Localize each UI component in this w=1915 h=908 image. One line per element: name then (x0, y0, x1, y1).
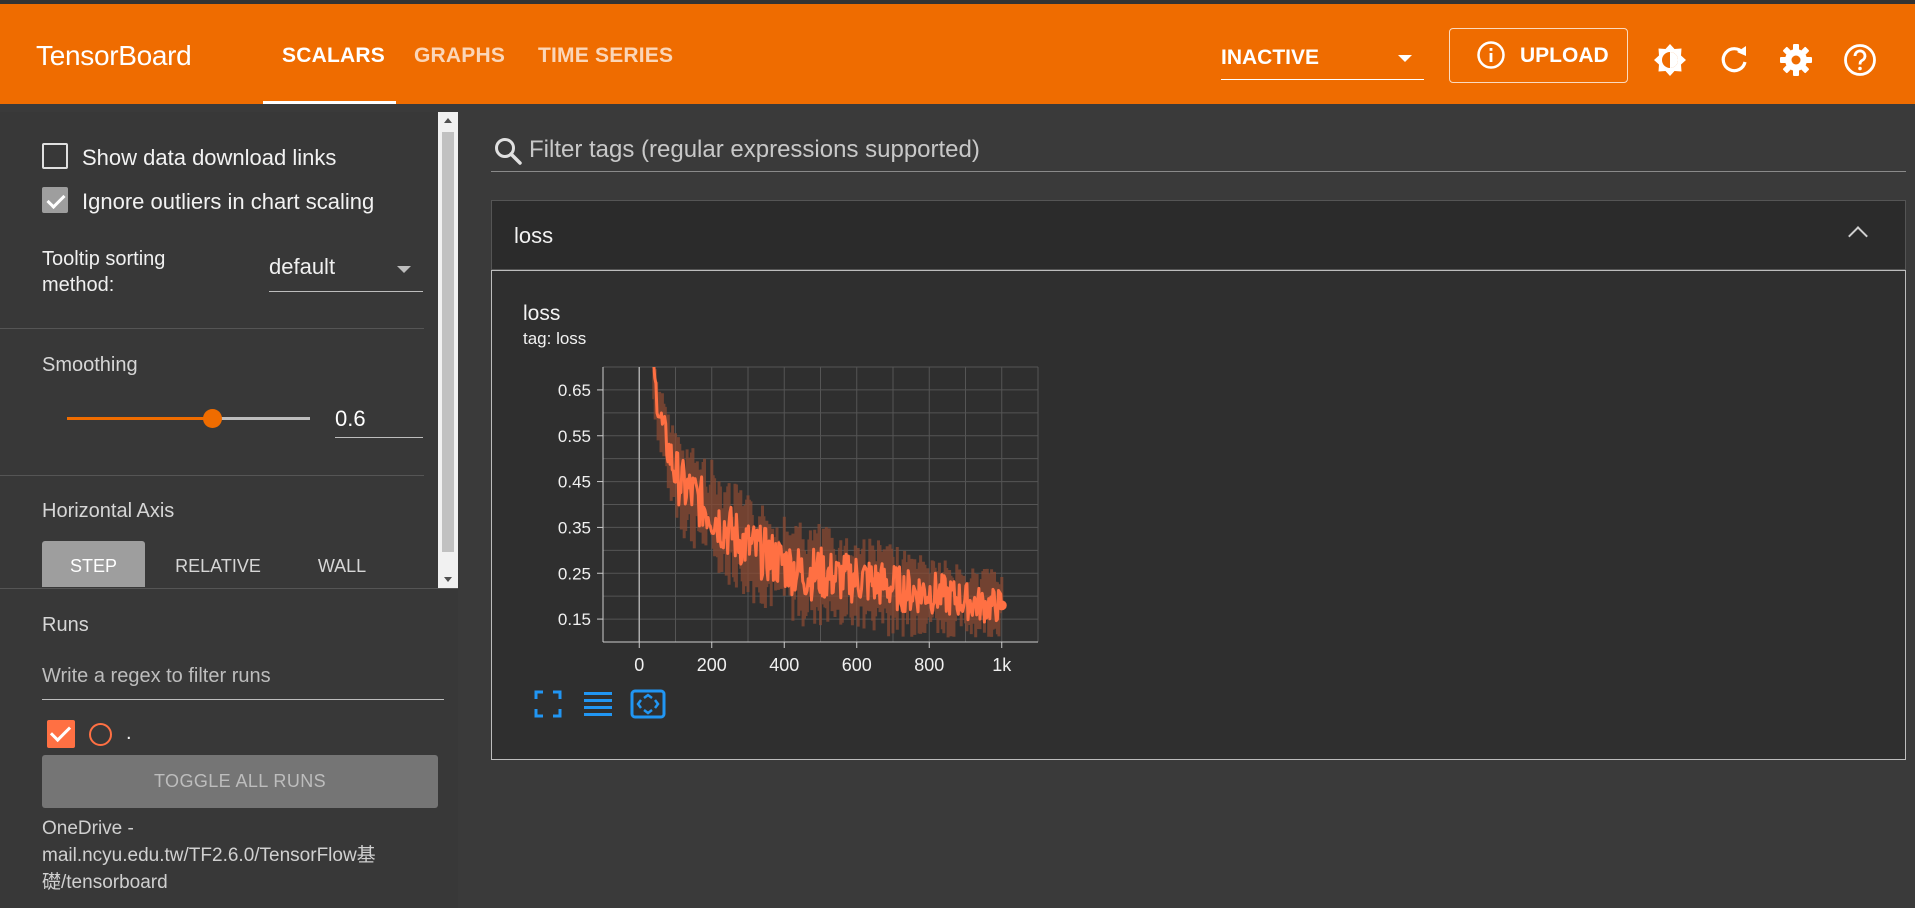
smoothing-title: Smoothing (42, 354, 138, 376)
x-tick-label: 0 (634, 655, 644, 675)
x-tick-label: 1k (992, 655, 1012, 675)
log-directory-path: OneDrive - mail.ncyu.edu.tw/TF2.6.0/Tens… (42, 818, 376, 893)
scrollbar-thumb[interactable] (442, 132, 454, 552)
top-app-bar: TensorBoard SCALARS GRAPHS TIME SERIES I… (0, 0, 1915, 104)
divider (0, 328, 424, 329)
x-tick-label: 800 (914, 655, 944, 675)
divider (0, 475, 424, 476)
y-tick-label: 0.15 (558, 610, 591, 629)
dropdown-caret-icon (1398, 55, 1412, 62)
chart-title: loss (523, 302, 561, 325)
runs-title: Runs (42, 614, 89, 636)
app-title: TensorBoard (36, 40, 192, 71)
ignore-outliers-label: Ignore outliers in chart scaling (82, 189, 375, 214)
fit-domain-icon[interactable] (630, 688, 666, 720)
y-tick-label: 0.35 (558, 518, 591, 537)
x-tick-label: 400 (769, 655, 799, 675)
collapse-chevron-icon[interactable] (1848, 226, 1868, 246)
run-name: . (126, 722, 132, 744)
loss-chart[interactable]: 0 200 400 600 800 1k 0.15 0.25 0.35 0.45 0.55 0.65 (540, 355, 1040, 690)
upload-label: UPLOAD (1520, 44, 1609, 67)
axis-wall-button[interactable]: WALL (317, 556, 367, 576)
smoothing-slider-fill (67, 417, 213, 420)
tooltip-sorting-label: Tooltip sorting method: (42, 248, 166, 296)
checkbox-checked[interactable] (42, 187, 68, 213)
run-checkbox[interactable] (47, 720, 75, 748)
reload-state-value: INACTIVE (1221, 46, 1320, 69)
dropdown-caret-icon (397, 266, 411, 273)
y-tick-label: 0.45 (558, 473, 591, 492)
toggle-all-runs-button[interactable]: TOGGLE ALL RUNS (42, 755, 438, 808)
runs-panel (0, 588, 458, 908)
settings-scrollbar[interactable] (438, 112, 458, 588)
checkbox-unchecked[interactable] (42, 143, 68, 169)
tab-graphs[interactable]: GRAPHS (414, 44, 506, 67)
tooltip-sorting-value: default (269, 254, 336, 279)
smoothing-value: 0.6 (335, 406, 366, 431)
toggle-y-log-icon[interactable] (582, 688, 614, 720)
search-icon (493, 136, 523, 171)
scroll-up-arrow-icon[interactable] (444, 118, 452, 123)
fullscreen-icon[interactable] (532, 688, 564, 720)
smoothing-slider-thumb[interactable] (203, 409, 222, 428)
upload-button[interactable]: UPLOAD (1449, 28, 1628, 83)
horizontal-axis-title: Horizontal Axis (42, 500, 175, 522)
help-icon[interactable] (1842, 42, 1878, 78)
x-tick-label: 600 (842, 655, 872, 675)
y-tick-label: 0.65 (558, 381, 591, 400)
scroll-down-arrow-icon[interactable] (444, 577, 452, 582)
tag-group-header[interactable]: loss (491, 200, 1906, 270)
axis-relative-button[interactable]: RELATIVE (175, 556, 261, 576)
active-tab-indicator (263, 101, 396, 104)
tag-filter-placeholder: Filter tags (regular expressions support… (529, 136, 980, 163)
runs-filter-input[interactable]: Write a regex to filter runs (42, 660, 444, 700)
tab-scalars[interactable]: SCALARS (282, 44, 385, 67)
info-icon (1476, 40, 1506, 76)
settings-icon[interactable] (1778, 42, 1814, 78)
x-tick-label: 200 (697, 655, 727, 675)
refresh-icon[interactable] (1716, 42, 1752, 78)
axis-step-button[interactable]: STEP (42, 541, 145, 587)
series-end-point (996, 600, 1007, 611)
tag-filter-input[interactable]: Filter tags (regular expressions support… (491, 128, 1906, 172)
y-tick-label: 0.25 (558, 564, 591, 583)
y-tick-label: 0.55 (558, 427, 591, 446)
chart-tag: tag: loss (523, 329, 587, 348)
tooltip-sorting-dropdown[interactable]: default (269, 250, 423, 292)
runs-filter-placeholder: Write a regex to filter runs (42, 665, 271, 687)
smoothing-input[interactable]: 0.6 (335, 400, 423, 438)
run-color-swatch[interactable] (89, 723, 112, 746)
tag-group-title: loss (514, 223, 554, 248)
theme-toggle-icon[interactable] (1652, 42, 1688, 78)
reload-state-dropdown[interactable]: INACTIVE (1221, 42, 1424, 80)
series-line-loss (652, 367, 1004, 624)
settings-panel (0, 112, 458, 588)
tab-time-series[interactable]: TIME SERIES (538, 44, 674, 67)
show-download-links-label: Show data download links (82, 145, 337, 170)
